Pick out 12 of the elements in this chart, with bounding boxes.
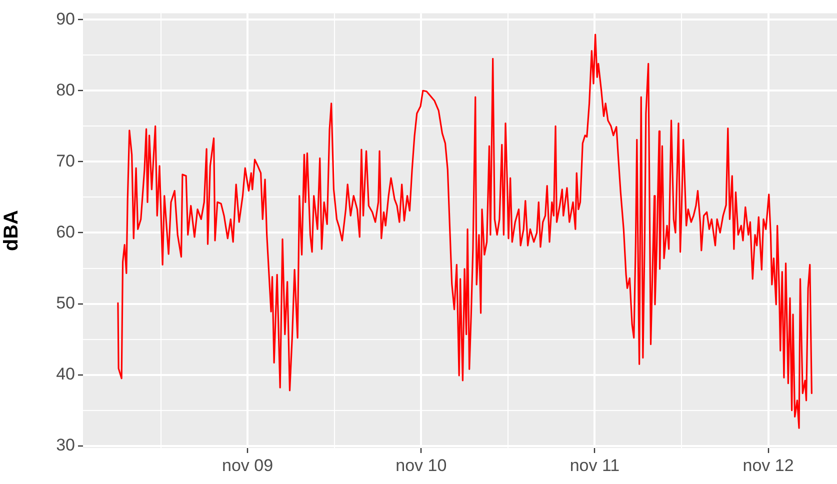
y-tick-label: 30: [56, 436, 75, 455]
y-tick-label: 60: [56, 222, 75, 242]
y-tick-label: 80: [56, 80, 75, 100]
x-tick-label: nov 10: [396, 456, 447, 475]
y-axis-title: dBA: [0, 210, 23, 252]
y-tick-label: 50: [56, 293, 75, 312]
x-tick-label: nov 12: [742, 456, 794, 475]
y-tick-label: 40: [56, 364, 75, 384]
x-tick-label: nov 09: [222, 456, 274, 475]
y-tick-label: 70: [56, 151, 75, 170]
y-tick-label: 90: [56, 9, 75, 28]
x-tick-label: nov 11: [570, 456, 620, 475]
